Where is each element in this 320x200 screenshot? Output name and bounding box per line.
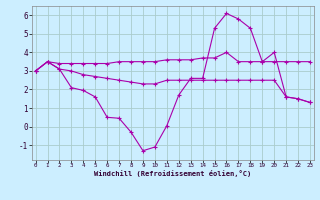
X-axis label: Windchill (Refroidissement éolien,°C): Windchill (Refroidissement éolien,°C)	[94, 170, 252, 177]
